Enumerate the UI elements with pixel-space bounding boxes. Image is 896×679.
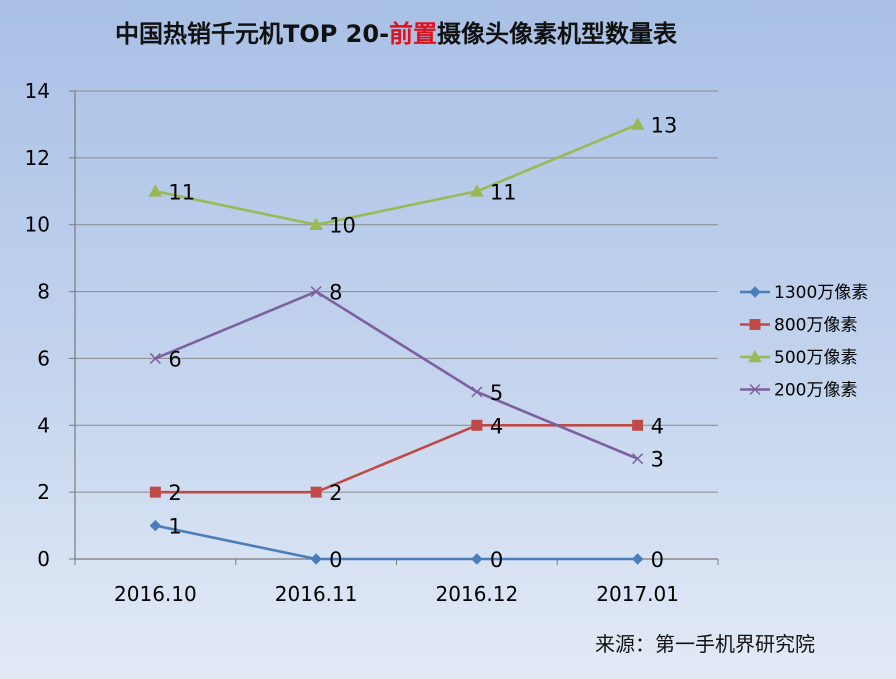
series-0-point-0 xyxy=(149,519,162,532)
series-2-point-3 xyxy=(630,117,645,130)
data-label-1-0: 2 xyxy=(168,481,181,505)
data-label-1-1: 2 xyxy=(329,481,342,505)
series-0 xyxy=(149,519,644,565)
series-layer xyxy=(148,117,645,565)
y-axis-ticks: 0 2 4 6 8 10 12 14 xyxy=(25,79,75,571)
x-tick-label-2016.12: 2016.12 xyxy=(436,582,519,606)
x-tick-label-2017.01: 2017.01 xyxy=(596,582,679,606)
series-2-point-2 xyxy=(470,184,484,197)
series-2-point-0 xyxy=(148,184,163,197)
y-tick-label-4: 4 xyxy=(37,413,50,437)
series-0-point-1 xyxy=(310,553,322,565)
data-label-0-3: 0 xyxy=(651,548,664,572)
legend-item-1: 800万像素 xyxy=(740,316,857,336)
legend-marker-3 xyxy=(749,383,761,396)
data-label-2-1: 10 xyxy=(329,214,356,238)
x-tick-label-2016.10: 2016.10 xyxy=(114,582,197,606)
series-1-point-2 xyxy=(471,419,483,431)
series-3-point-2 xyxy=(471,386,483,398)
data-label-0-2: 0 xyxy=(490,548,503,572)
series-0-point-3 xyxy=(631,553,644,565)
legend-label-3: 200万像素 xyxy=(774,381,857,401)
title-part-1: 前置 xyxy=(389,20,437,48)
series-line-3 xyxy=(154,290,639,460)
legend-label-1: 800万像素 xyxy=(774,316,857,336)
series-1-point-0 xyxy=(149,486,161,498)
data-label-0-0: 1 xyxy=(168,515,181,539)
y-tick-label-10: 10 xyxy=(25,213,50,237)
series-1-point-3 xyxy=(632,419,644,431)
series-3-point-3 xyxy=(632,453,644,465)
y-tick-label-2: 2 xyxy=(37,480,50,504)
data-label-2-2: 11 xyxy=(490,180,517,204)
y-tick-label-12: 12 xyxy=(25,146,50,170)
legend-item-3: 200万像素 xyxy=(740,381,857,401)
legend-item-0: 1300万像素 xyxy=(740,283,868,303)
legend-label-0: 1300万像素 xyxy=(774,283,868,303)
series-line-2 xyxy=(155,123,639,227)
data-label-1-3: 4 xyxy=(651,414,664,438)
legend-label-2: 500万像素 xyxy=(774,348,857,368)
y-tick-label-14: 14 xyxy=(25,79,50,103)
data-label-2-3: 13 xyxy=(651,113,678,137)
data-label-0-1: 0 xyxy=(329,548,342,572)
legend-marker-2 xyxy=(748,349,762,363)
series-line-0 xyxy=(155,524,638,561)
series-1-point-1 xyxy=(310,486,322,498)
y-tick-label-0: 0 xyxy=(37,547,50,571)
data-label-3-1: 8 xyxy=(329,281,342,305)
series-2 xyxy=(148,117,645,231)
x-tick-label-2016.11: 2016.11 xyxy=(275,582,358,606)
series-3 xyxy=(149,286,644,465)
legend-item-2: 500万像素 xyxy=(740,348,857,368)
title-part-2: 摄像头像素机型数量表 xyxy=(437,20,678,48)
gridlines xyxy=(75,90,718,493)
series-0-point-2 xyxy=(471,553,483,565)
series-line-1 xyxy=(155,423,638,494)
data-label-2-0: 11 xyxy=(168,180,195,204)
legend-marker-1 xyxy=(749,319,761,330)
title-part-0: 中国热销千元机TOP 20- xyxy=(115,20,389,48)
legend-marker-0 xyxy=(749,286,761,298)
data-label-3-2: 5 xyxy=(490,381,503,405)
series-2-point-1 xyxy=(309,217,323,231)
series-1 xyxy=(149,419,644,498)
data-label-3-3: 3 xyxy=(651,448,664,472)
y-tick-label-6: 6 xyxy=(37,346,50,370)
data-label-3-0: 6 xyxy=(168,347,181,371)
series-3-point-0 xyxy=(149,352,161,364)
series-3-point-1 xyxy=(310,286,322,298)
data-label-1-2: 4 xyxy=(490,414,503,438)
source-note: 来源：第一手机界研究院 xyxy=(595,632,815,656)
y-tick-label-8: 8 xyxy=(37,280,50,304)
chart-title: 中国热销千元机TOP 20-前置摄像头像素机型数量表 xyxy=(115,20,678,48)
x-axis-ticks: 2016.10 2016.11 2016.12 2017.01 xyxy=(74,559,719,606)
legend: 1300万像素 800万像素 500万像素 200万像素 xyxy=(740,283,868,401)
